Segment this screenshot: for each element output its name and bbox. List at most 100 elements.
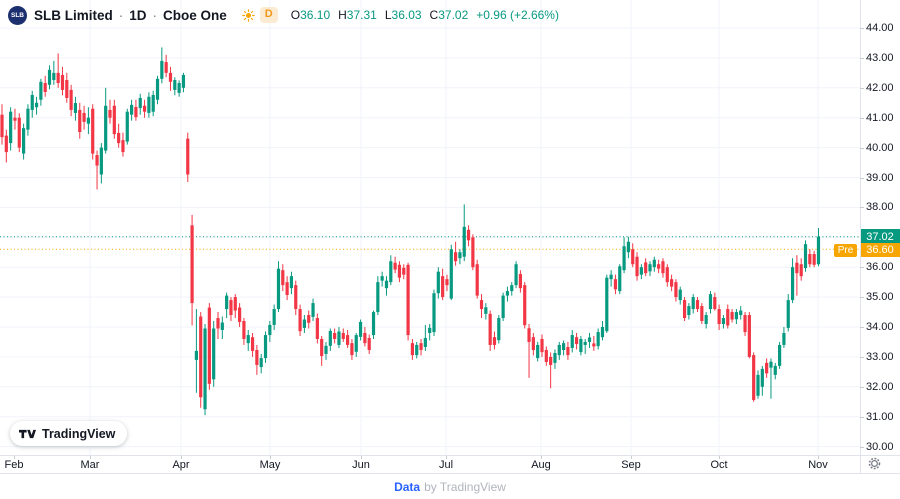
candle [695,297,700,313]
price-axis-tick [860,446,864,448]
price-axis-tick [860,117,864,119]
price-axis-label: 41.00 [866,111,894,124]
candle [734,309,738,325]
candle [778,341,782,369]
candle [514,261,518,289]
time-axis-tick [181,456,182,459]
candle [337,327,341,348]
candle [229,297,233,322]
candle [609,270,613,287]
price-axis-label: 35.00 [866,291,894,304]
candle [786,294,790,332]
candle [272,304,276,330]
price-axis-label: 34.00 [866,321,894,333]
time-axis-tick [361,456,362,459]
candle [700,303,704,325]
candle [458,249,462,265]
candle [186,132,190,182]
candle [117,123,121,148]
candle [82,105,86,130]
time-axis-tick [270,456,271,459]
price-axis-label: 42.00 [866,81,894,94]
candle [691,294,695,314]
candle [151,90,155,117]
candle [371,310,376,339]
candle [626,236,630,259]
candle [462,204,466,262]
candle [238,303,242,327]
candle [466,225,471,247]
candle [138,93,142,115]
candle [441,268,445,301]
candle [289,271,294,295]
candle [177,80,181,97]
candle [505,286,510,302]
candle [592,335,596,351]
candle [574,332,579,350]
candle [125,108,129,145]
candle [30,90,34,118]
candle [682,297,687,322]
candle [367,334,371,354]
price-axis-label: 43.00 [866,51,894,64]
candle [544,346,548,366]
data-link[interactable]: Data [394,479,421,494]
time-axis-tick [818,456,819,459]
candle [484,303,488,320]
candle [765,358,769,378]
candle [523,282,527,329]
candle [108,99,112,124]
candle [160,47,164,84]
candle [488,310,492,351]
candle [203,324,207,416]
price-change: +0.96 (+2.66%) [476,8,559,22]
pre-market-pill: Pre [834,243,857,257]
last-price-badge: 37.02 [860,229,900,245]
candle [22,123,26,160]
tradingview-logo-badge[interactable]: TradingView [10,421,128,446]
symbol-title[interactable]: SLB Limited · 1D · Cboe One [34,8,227,23]
candle [173,77,177,96]
title-separator: · [118,7,124,23]
candle [328,328,332,351]
candle [600,321,605,341]
price-axis-tick [860,327,864,328]
symbol-logo[interactable]: SLB [8,5,27,25]
candle [579,335,583,356]
candle [60,66,65,96]
candle [181,72,186,93]
candle [155,75,160,105]
time-axis-tick [541,456,542,459]
candle [670,274,674,292]
candle [212,321,216,387]
candle [250,332,255,357]
candle [263,331,268,363]
candle [760,365,764,396]
time-axis-label: Feb [4,459,24,471]
candle [665,264,669,287]
candle [587,332,592,348]
candle [276,261,281,313]
candle [324,341,328,360]
candle [782,327,786,348]
candle [596,328,600,350]
interval-d-badge[interactable]: D [259,7,278,23]
gear-icon[interactable] [868,457,881,470]
price-axis-label: 31.00 [866,410,894,423]
candle [380,271,384,287]
candle [315,313,319,344]
candle [73,96,78,121]
price-axis-label: 30.00 [866,440,894,453]
candle [384,276,389,296]
candle [246,329,250,351]
candle [9,107,13,151]
candle [207,303,211,390]
candle [808,249,812,268]
time-axis[interactable] [0,455,900,474]
candle [631,243,635,268]
candle [553,349,557,369]
candle [635,252,639,281]
candle [730,309,734,323]
candle [721,315,726,329]
